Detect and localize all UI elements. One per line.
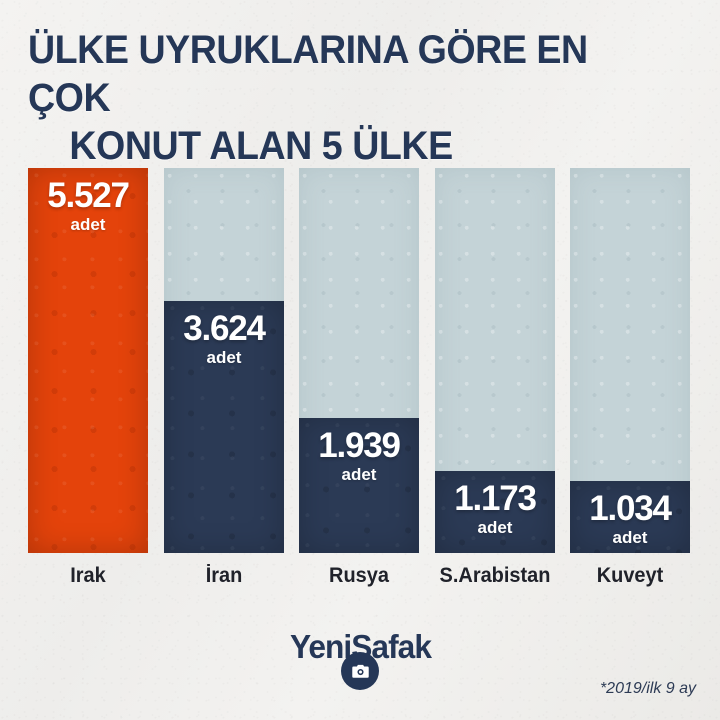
bar-value-group: 1.173 adet (435, 480, 555, 537)
source-footnote: *2019/ilk 9 ay (599, 680, 696, 697)
camera-icon (341, 652, 379, 690)
bar-unit-label: adet (70, 215, 106, 234)
page-title-line-1: ÜLKE UYRUKLARINA GÖRE EN ÇOK (28, 28, 588, 120)
bar-unit-label: adet (612, 528, 648, 547)
bar-value-group: 3.624 adet (164, 310, 284, 367)
bar-fill: 5.527 adet (28, 168, 148, 553)
category-label-kuveyt: Kuveyt (596, 564, 664, 587)
bar-fill: 3.624 adet (164, 301, 284, 553)
bar-column-sarabistan[interactable]: 1.173 adet (435, 168, 555, 553)
bar-value-group: 1.939 adet (299, 427, 419, 484)
page-title-line-2: KONUT ALAN 5 ÜLKE (69, 124, 453, 168)
bar-unit-label: adet (477, 518, 513, 537)
bar-chart: 5.527 adet Irak 3.624 adet İran 1.939 adet Rusya… (28, 168, 693, 587)
bar-value-group: 1.034 adet (570, 490, 690, 547)
bar-column-rusya[interactable]: 1.939 adet (299, 168, 419, 553)
bar-column-irak[interactable]: 5.527 adet (28, 168, 148, 553)
category-label-irak: Irak (70, 564, 106, 587)
bar-fill: 1.939 adet (299, 418, 419, 553)
bar-value: 5.527 (47, 176, 130, 215)
bar-value-group: 5.527 adet (28, 177, 148, 234)
bar-value: 1.939 (318, 426, 401, 465)
bar-column-kuveyt[interactable]: 1.034 adet (570, 168, 690, 553)
bar-unit-label: adet (341, 465, 377, 484)
category-label-iran: İran (205, 564, 243, 587)
bar-value: 3.624 (183, 309, 266, 348)
bar-unit-label: adet (206, 348, 242, 367)
category-label-sarabistan: S.Arabistan (439, 564, 551, 587)
bar-column-iran[interactable]: 3.624 adet (164, 168, 284, 553)
page-title: ÜLKE UYRUKLARINA GÖRE EN ÇOK KONUT ALAN … (28, 26, 652, 170)
bar-value: 1.034 (589, 489, 672, 528)
bar-fill: 1.173 adet (435, 471, 555, 553)
bar-value: 1.173 (454, 479, 537, 518)
bar-fill: 1.034 adet (570, 481, 690, 553)
category-label-rusya: Rusya (329, 564, 389, 587)
brand-logo: YeniŞafak (0, 628, 720, 690)
